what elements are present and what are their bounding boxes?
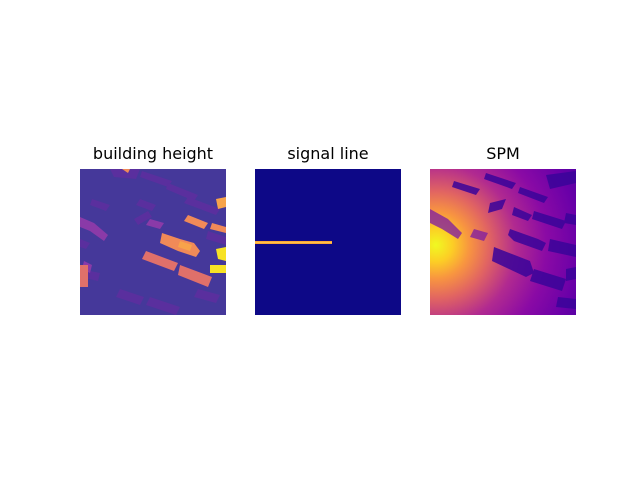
spm-image [430, 169, 576, 315]
title-spm: SPM [486, 144, 520, 163]
building-height-image [80, 169, 226, 315]
signal-line-image [255, 169, 401, 315]
title-signal-line: signal line [287, 144, 369, 163]
title-building-height: building height [92, 144, 214, 163]
